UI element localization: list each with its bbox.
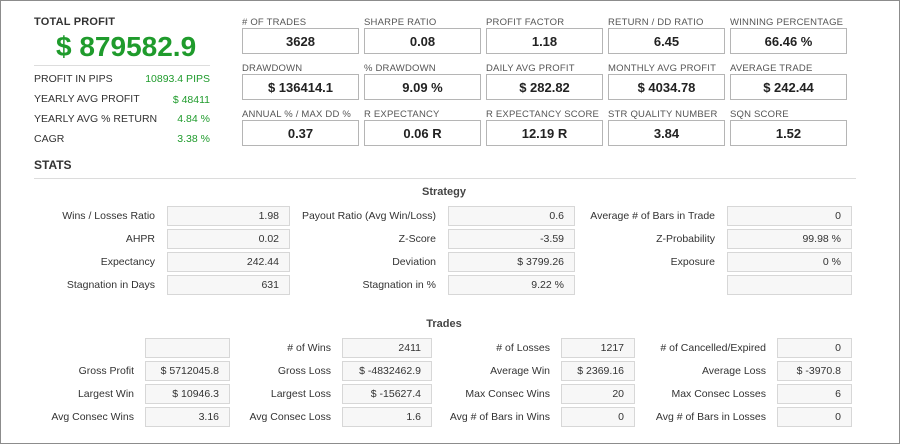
strategy-label-deviation: Deviation (392, 256, 436, 268)
metric-label-r-expectancy-score: R EXPECTANCY SCORE (486, 109, 600, 120)
strategy-value-stagnation-in: 9.22 % (448, 275, 575, 295)
trades-label-max-consec-wins: Max Consec Wins (465, 388, 550, 400)
strategy-label-average-of-bars-in-trade: Average # of Bars in Trade (590, 210, 715, 222)
trades-value-gross-loss: $ -4832462.9 (342, 361, 432, 381)
strategy-value-z-probability: 99.98 % (727, 229, 852, 249)
trades-label-gross-profit: Gross Profit (78, 365, 134, 377)
strategy-title: Strategy (421, 186, 467, 198)
metric-label-daily-avg-profit: DAILY AVG PROFIT (486, 63, 575, 74)
metric-label-winning-percentage: WINNING PERCENTAGE (730, 17, 844, 28)
trades-label-largest-loss: Largest Loss (270, 388, 331, 400)
metric-label-profit-factor: PROFIT FACTOR (486, 17, 565, 28)
strategy-label-z-probability: Z-Probability (656, 233, 715, 245)
trades-value-avg-of-bars-in-wins: 0 (561, 407, 635, 427)
metric-value-return-dd-ratio: 6.45 (608, 28, 725, 54)
strategy-value-z-score: -3.59 (448, 229, 575, 249)
metric-value-daily-avg-profit: $ 282.82 (486, 74, 603, 100)
metric-label-average-trade: AVERAGE TRADE (730, 63, 813, 74)
trades-value-avg-of-bars-in-losses: 0 (777, 407, 852, 427)
strategy-value-wins-losses-ratio: 1.98 (167, 206, 290, 226)
metric-value-r-expectancy: 0.06 R (364, 120, 481, 146)
summary-value-yearly-profit: $ 48411 (172, 94, 210, 106)
trades-value-of-losses: 1217 (561, 338, 635, 358)
metric-value-drawdown: 9.09 % (364, 74, 481, 100)
trades-label-of-wins: # of Wins (287, 342, 331, 354)
metric-value-sqn-score: 1.52 (730, 120, 847, 146)
trades-label-average-loss: Average Loss (701, 365, 766, 377)
metric-label-of-trades: # OF TRADES (242, 17, 307, 28)
summary-label-cagr: CAGR (34, 133, 65, 145)
summary-value-yearly-return: 4.84 % (177, 113, 210, 125)
trades-label-average-win: Average Win (490, 365, 550, 377)
strategy-value-payout-ratio-avg-win-loss: 0.6 (448, 206, 575, 226)
metric-label-drawdown: % DRAWDOWN (364, 63, 436, 74)
strategy-label-stagnation-in-days: Stagnation in Days (66, 279, 155, 291)
trades-value-max-consec-wins: 20 (561, 384, 635, 404)
metric-value-of-trades: 3628 (242, 28, 359, 54)
trades-label-of-losses: # of Losses (496, 342, 550, 354)
metric-value-sharpe-ratio: 0.08 (364, 28, 481, 54)
trades-value-empty (145, 338, 230, 358)
trades-label-gross-loss: Gross Loss (277, 365, 331, 377)
trades-title: Trades (426, 318, 462, 330)
divider (34, 65, 210, 66)
metric-label-annual-max-dd: ANNUAL % / MAX DD % (242, 109, 352, 120)
strategy-value-deviation: $ 3799.26 (448, 252, 575, 272)
strategy-value-exposure: 0 % (727, 252, 852, 272)
strategy-value-stagnation-in-days: 631 (167, 275, 290, 295)
trades-value-average-loss: $ -3970.8 (777, 361, 852, 381)
strategy-label-expectancy: Expectancy (100, 256, 155, 268)
summary-label-yearly-return: YEARLY AVG % RETURN (34, 113, 158, 125)
strategy-label-payout-ratio-avg-win-loss: Payout Ratio (Avg Win/Loss) (301, 210, 436, 222)
metric-label-return-dd-ratio: RETURN / DD RATIO (608, 17, 704, 28)
trades-label-avg-of-bars-in-wins: Avg # of Bars in Wins (449, 411, 550, 423)
trades-value-max-consec-losses: 6 (777, 384, 852, 404)
trades-value-of-cancelled-expired: 0 (777, 338, 852, 358)
trades-label-of-cancelled-expired: # of Cancelled/Expired (660, 342, 766, 354)
strategy-value-ahpr: 0.02 (167, 229, 290, 249)
total-profit-label: TOTAL PROFIT (34, 16, 116, 28)
strategy-label-exposure: Exposure (670, 256, 715, 268)
trades-value-largest-loss: $ -15627.4 (342, 384, 432, 404)
trades-label-largest-win: Largest Win (77, 388, 134, 400)
summary-value-pips: 10893.4 PIPS (145, 73, 210, 85)
metric-label-monthly-avg-profit: MONTHLY AVG PROFIT (608, 63, 717, 74)
trades-value-avg-consec-wins: 3.16 (145, 407, 230, 427)
metric-label-sharpe-ratio: SHARPE RATIO (364, 17, 437, 28)
metric-label-str-quality-number: STR QUALITY NUMBER (608, 109, 718, 120)
strategy-label-z-score: Z-Score (398, 233, 436, 245)
metric-value-r-expectancy-score: 12.19 R (486, 120, 603, 146)
trades-value-average-win: $ 2369.16 (561, 361, 635, 381)
metric-label-sqn-score: SQN SCORE (730, 109, 789, 120)
total-profit-value: $ 879582.9 (56, 31, 197, 62)
stats-title: STATS (34, 158, 72, 172)
strategy-value-expectancy: 242.44 (167, 252, 290, 272)
metric-label-drawdown: DRAWDOWN (242, 63, 303, 74)
trades-value-gross-profit: $ 5712045.8 (145, 361, 230, 381)
metric-value-monthly-avg-profit: $ 4034.78 (608, 74, 725, 100)
metric-value-annual-max-dd: 0.37 (242, 120, 359, 146)
strategy-label-wins-losses-ratio: Wins / Losses Ratio (62, 210, 155, 222)
trades-label-avg-of-bars-in-losses: Avg # of Bars in Losses (655, 411, 766, 423)
summary-value-cagr: 3.38 % (177, 133, 210, 145)
trades-value-largest-win: $ 10946.3 (145, 384, 230, 404)
metric-value-str-quality-number: 3.84 (608, 120, 725, 146)
trades-value-avg-consec-loss: 1.6 (342, 407, 432, 427)
summary-label-yearly-profit: YEARLY AVG PROFIT (34, 93, 140, 105)
summary-label-pips: PROFIT IN PIPS (34, 73, 113, 85)
metric-value-profit-factor: 1.18 (486, 28, 603, 54)
trades-label-max-consec-losses: Max Consec Losses (671, 388, 766, 400)
trades-value-of-wins: 2411 (342, 338, 432, 358)
metric-value-average-trade: $ 242.44 (730, 74, 847, 100)
divider (34, 178, 856, 179)
strategy-label-ahpr: AHPR (125, 233, 155, 245)
trades-label-avg-consec-wins: Avg Consec Wins (51, 411, 134, 423)
trades-label-avg-consec-loss: Avg Consec Loss (249, 411, 331, 423)
metric-label-r-expectancy: R EXPECTANCY (364, 109, 440, 120)
strategy-value-average-of-bars-in-trade: 0 (727, 206, 852, 226)
strategy-value-empty (727, 275, 852, 295)
metric-value-drawdown: $ 136414.1 (242, 74, 359, 100)
metric-value-winning-percentage: 66.46 % (730, 28, 847, 54)
strategy-label-stagnation-in: Stagnation in % (362, 279, 436, 291)
